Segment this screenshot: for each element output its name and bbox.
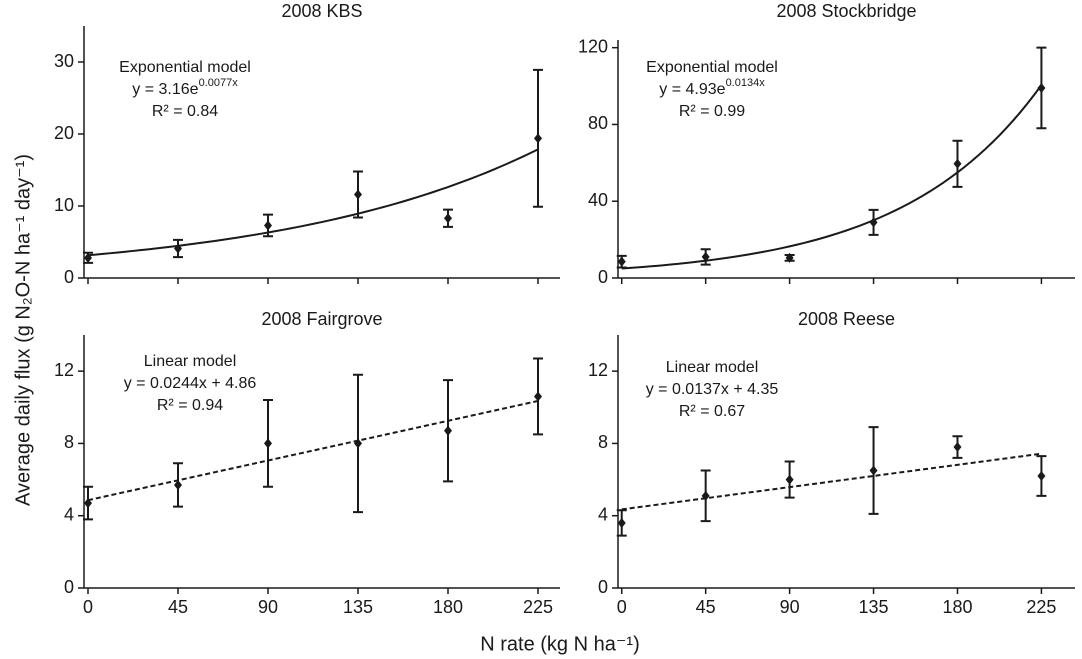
x-tick-label: 225 xyxy=(1026,597,1056,617)
panel-title: 2008 KBS xyxy=(281,1,362,21)
equation-text: y = 3.16e xyxy=(132,81,198,98)
y-tick-label: 30 xyxy=(54,51,74,71)
data-point xyxy=(174,243,182,254)
y-tick-label: 0 xyxy=(64,267,74,287)
x-tick-label: 225 xyxy=(523,597,553,617)
data-point xyxy=(264,220,272,231)
y-tick-label: 12 xyxy=(54,360,74,380)
x-tick-label: 135 xyxy=(343,597,373,617)
data-point xyxy=(1037,470,1046,481)
y-tick-label: 8 xyxy=(64,432,74,452)
data-point xyxy=(354,189,362,200)
x-tick-label: 180 xyxy=(942,597,972,617)
data-point xyxy=(84,498,92,509)
r-squared: R² = 0.99 xyxy=(679,103,745,120)
data-point xyxy=(84,252,92,263)
equation-exponent: 0.0134x xyxy=(726,77,766,89)
x-axis-label: N rate (kg N ha⁻¹) xyxy=(480,633,639,655)
y-tick-label: 20 xyxy=(54,123,74,143)
y-tick-label: 12 xyxy=(588,360,608,380)
y-tick-label: 120 xyxy=(578,36,608,56)
data-point xyxy=(785,474,794,485)
data-point xyxy=(701,251,710,262)
equation-text: y = 0.0137x + 4.35 xyxy=(646,381,779,398)
model-name: Exponential model xyxy=(646,59,778,76)
equation: y = 0.0244x + 4.86 xyxy=(124,375,257,392)
r-squared: R² = 0.94 xyxy=(157,397,223,414)
data-point xyxy=(444,213,452,224)
equation: y = 0.0137x + 4.35 xyxy=(646,381,779,398)
fit-curve xyxy=(87,399,539,502)
fit-curve xyxy=(87,148,539,257)
equation: y = 4.93e0.0134x xyxy=(659,77,765,98)
data-point xyxy=(354,438,362,449)
y-tick-label: 0 xyxy=(64,577,74,597)
x-tick-label: 45 xyxy=(168,597,188,617)
r-squared: R² = 0.67 xyxy=(679,403,745,420)
model-name: Linear model xyxy=(666,359,759,376)
fit-curve xyxy=(621,84,1043,270)
model-name: Exponential model xyxy=(119,59,251,76)
equation-exponent: 0.0077x xyxy=(199,77,239,89)
data-point xyxy=(869,465,878,476)
y-axis-label: Average daily flux (g N₂O-N ha⁻¹ day⁻¹) xyxy=(12,154,34,506)
equation: y = 3.16e0.0077x xyxy=(132,77,238,98)
equation-text: y = 4.93e xyxy=(659,81,725,98)
data-point xyxy=(701,490,710,501)
equation-text: y = 0.0244x + 4.86 xyxy=(124,375,257,392)
data-point xyxy=(534,391,542,402)
data-point xyxy=(264,438,272,449)
y-tick-label: 4 xyxy=(64,504,74,524)
x-tick-label: 180 xyxy=(433,597,463,617)
y-tick-label: 40 xyxy=(588,190,608,210)
data-point xyxy=(444,425,452,436)
y-tick-label: 0 xyxy=(598,577,608,597)
y-tick-label: 10 xyxy=(54,195,74,215)
data-point xyxy=(1037,82,1046,93)
panel-title: 2008 Stockbridge xyxy=(776,1,916,21)
data-point xyxy=(534,133,542,144)
data-point xyxy=(174,479,182,490)
y-tick-label: 4 xyxy=(598,504,608,524)
x-tick-label: 0 xyxy=(617,597,627,617)
r-squared: R² = 0.84 xyxy=(152,103,218,120)
data-point xyxy=(785,252,794,263)
data-point xyxy=(617,517,626,528)
x-tick-label: 0 xyxy=(83,597,93,617)
x-tick-label: 45 xyxy=(696,597,716,617)
x-tick-label: 90 xyxy=(780,597,800,617)
data-point xyxy=(953,442,962,453)
x-tick-label: 135 xyxy=(859,597,889,617)
y-tick-label: 8 xyxy=(598,432,608,452)
data-point xyxy=(953,158,962,169)
panel-title: 2008 Fairgrove xyxy=(261,309,382,329)
data-point xyxy=(869,217,878,228)
x-tick-label: 90 xyxy=(258,597,278,617)
data-point xyxy=(617,256,626,267)
model-name: Linear model xyxy=(144,353,237,370)
panel-title: 2008 Reese xyxy=(798,309,895,329)
fit-curve xyxy=(621,452,1042,511)
y-tick-label: 80 xyxy=(588,113,608,133)
y-tick-label: 0 xyxy=(598,267,608,287)
